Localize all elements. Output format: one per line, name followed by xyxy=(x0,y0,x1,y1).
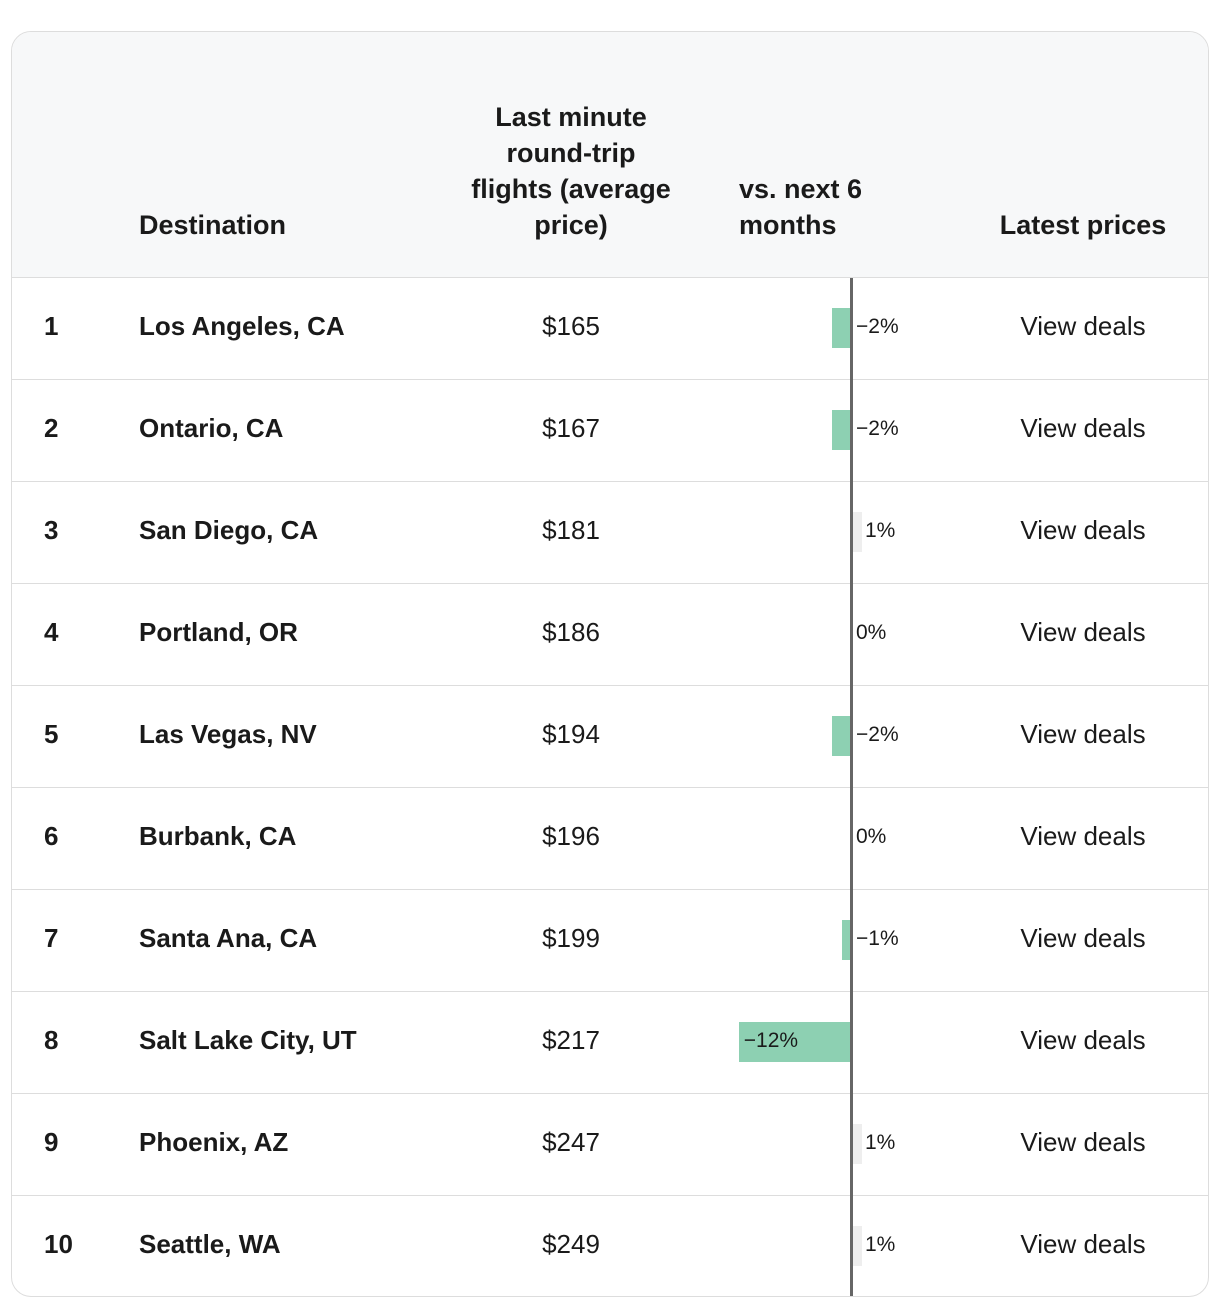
table-row: 2 Ontario, CA $167 View deals −2% xyxy=(12,380,1208,482)
destination: Seattle, WA xyxy=(139,1229,281,1259)
flight-price-table: Destination Last minute round-trip fligh… xyxy=(11,31,1209,1297)
change-label: −2% xyxy=(856,723,899,746)
rank: 6 xyxy=(44,821,59,851)
average-price: $194 xyxy=(542,719,600,749)
table-row: 6 Burbank, CA $196 View deals 0% xyxy=(12,788,1208,890)
destination: Ontario, CA xyxy=(139,413,284,443)
destination: Burbank, CA xyxy=(139,821,297,851)
view-deals-link[interactable]: View deals xyxy=(1020,617,1146,647)
change-label: 1% xyxy=(865,1131,896,1154)
destination: Phoenix, AZ xyxy=(139,1127,289,1157)
rank: 8 xyxy=(44,1025,59,1055)
zero-axis-line xyxy=(850,278,853,1296)
view-deals-link[interactable]: View deals xyxy=(1020,1229,1146,1259)
table-row: 10 Seattle, WA $249 View deals 1% xyxy=(12,1196,1208,1296)
change-bar xyxy=(841,920,851,960)
view-deals-link[interactable]: View deals xyxy=(1020,1025,1146,1055)
change-bar xyxy=(832,308,851,348)
destination: Santa Ana, CA xyxy=(139,923,318,953)
header-destination: Destination xyxy=(139,210,287,240)
average-price: $199 xyxy=(542,923,600,953)
change-label: 1% xyxy=(865,519,896,542)
change-bar xyxy=(853,1124,863,1164)
rank: 10 xyxy=(44,1229,73,1259)
view-deals-link[interactable]: View deals xyxy=(1020,821,1146,851)
table-header: Destination Last minute round-trip fligh… xyxy=(12,32,1208,278)
view-deals-link[interactable]: View deals xyxy=(1020,923,1146,953)
average-price: $217 xyxy=(542,1025,600,1055)
change-bar xyxy=(832,410,851,450)
view-deals-link[interactable]: View deals xyxy=(1020,1127,1146,1157)
rank: 5 xyxy=(44,719,59,749)
table-row: 7 Santa Ana, CA $199 View deals −1% xyxy=(12,890,1208,992)
change-bar xyxy=(832,716,851,756)
rank: 1 xyxy=(44,311,59,341)
header-price: Last minute round-trip flights (average … xyxy=(471,102,671,240)
change-label: −2% xyxy=(856,315,899,338)
average-price: $186 xyxy=(542,617,600,647)
table-row: 1 Los Angeles, CA $165 View deals −2% xyxy=(12,278,1208,380)
average-price: $247 xyxy=(542,1127,600,1157)
header-change: vs. next 6 months xyxy=(739,174,863,240)
change-label: −1% xyxy=(856,927,899,950)
change-bar xyxy=(853,1226,863,1266)
rank: 7 xyxy=(44,923,59,953)
table-row: 8 Salt Lake City, UT $217 View deals −12% xyxy=(12,992,1208,1094)
change-label: 0% xyxy=(856,621,887,644)
average-price: $181 xyxy=(542,515,600,545)
destination: Portland, OR xyxy=(139,617,298,647)
change-label: −2% xyxy=(856,417,899,440)
table-row: 9 Phoenix, AZ $247 View deals 1% xyxy=(12,1094,1208,1196)
change-label: 0% xyxy=(856,825,887,848)
average-price: $196 xyxy=(542,821,600,851)
rank: 3 xyxy=(44,515,59,545)
view-deals-link[interactable]: View deals xyxy=(1020,515,1146,545)
rank: 9 xyxy=(44,1127,59,1157)
table-row: 3 San Diego, CA $181 View deals 1% xyxy=(12,482,1208,584)
view-deals-link[interactable]: View deals xyxy=(1020,719,1146,749)
view-deals-link[interactable]: View deals xyxy=(1020,413,1146,443)
rank: 2 xyxy=(44,413,59,443)
destination: Salt Lake City, UT xyxy=(139,1025,357,1055)
change-bar xyxy=(853,512,863,552)
destination: San Diego, CA xyxy=(139,515,319,545)
table-row: 4 Portland, OR $186 View deals 0% xyxy=(12,584,1208,686)
change-bar xyxy=(738,1022,851,1062)
header-latest-prices: Latest prices xyxy=(999,210,1167,240)
destination: Los Angeles, CA xyxy=(139,311,345,341)
average-price: $249 xyxy=(542,1229,600,1259)
view-deals-link[interactable]: View deals xyxy=(1020,311,1146,341)
average-price: $167 xyxy=(542,413,600,443)
table-row: 5 Las Vegas, NV $194 View deals −2% xyxy=(12,686,1208,788)
rank: 4 xyxy=(44,617,59,647)
change-label: −12% xyxy=(743,1029,799,1052)
change-label: 1% xyxy=(865,1233,896,1256)
destination: Las Vegas, NV xyxy=(139,719,317,749)
average-price: $165 xyxy=(542,311,600,341)
